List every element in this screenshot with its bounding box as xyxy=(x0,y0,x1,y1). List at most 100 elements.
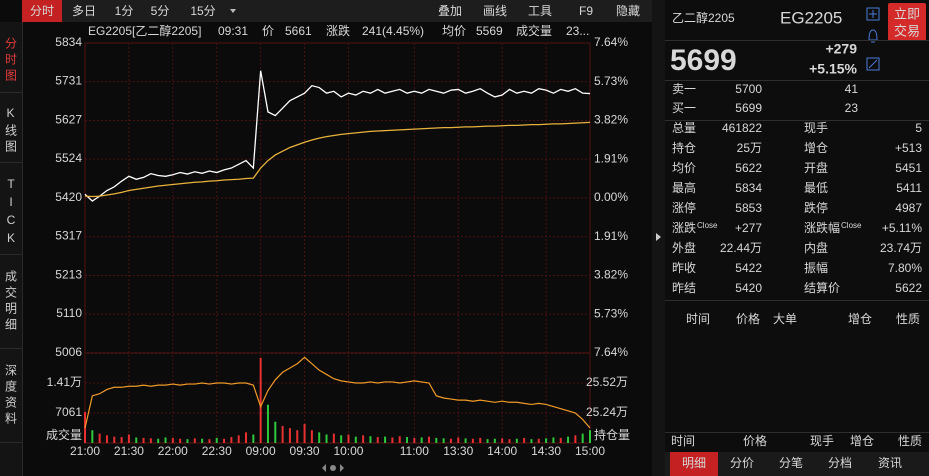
volume-bar xyxy=(237,435,240,443)
y-tick-label: 5627 xyxy=(55,113,82,127)
toolbar-tab[interactable]: 分时 xyxy=(30,4,54,18)
collapse-arrow[interactable] xyxy=(656,233,661,241)
y2-tick-label: 0.00% xyxy=(594,190,628,204)
toolbar-tool[interactable]: 画线 xyxy=(483,4,507,18)
toolbar-tab[interactable]: 多日 xyxy=(72,4,96,18)
volume-bar xyxy=(427,436,430,443)
toolbar-tool[interactable]: 隐藏 xyxy=(616,4,640,18)
volume-bar xyxy=(303,423,306,443)
volume-bar xyxy=(113,436,116,443)
stat-label: 均价 xyxy=(672,161,696,175)
volume-bar xyxy=(223,438,226,443)
side-tab[interactable]: TICK xyxy=(0,172,22,255)
volume-bar xyxy=(406,437,409,443)
volume-bar xyxy=(127,434,130,443)
stat-value: 5422 xyxy=(735,261,762,275)
list-header: 增仓 xyxy=(848,312,872,326)
x-tick-label: 21:00 xyxy=(70,444,100,458)
toolbar-tab[interactable]: 5分 xyxy=(151,4,170,18)
book-qty: 23 xyxy=(845,101,859,115)
y2-tick-label: 7.64% xyxy=(594,345,628,359)
price-line xyxy=(84,70,591,202)
instrument-name: 乙二醇2205 xyxy=(672,10,735,25)
separators xyxy=(665,40,929,433)
bell-icon[interactable] xyxy=(868,29,878,43)
volume-bar xyxy=(186,439,189,443)
y-tick-label: 5213 xyxy=(55,268,82,282)
bottom-active-tab xyxy=(670,452,718,476)
y2-tick-label: 3.82% xyxy=(594,268,628,282)
chart-header-item: 涨跌 xyxy=(326,23,350,38)
toolbar-tool[interactable]: F9 xyxy=(579,4,593,18)
volume-bar xyxy=(325,434,328,443)
y2-tick-label: 5.73% xyxy=(594,306,628,320)
list-header: 性质 xyxy=(896,312,920,326)
edit-icon[interactable] xyxy=(866,57,880,71)
x-tick-label: 15:00 xyxy=(575,444,605,458)
volume-bar xyxy=(296,430,299,443)
x-tick-label: 11:00 xyxy=(400,444,429,458)
x-tick-label: 22:00 xyxy=(158,444,188,458)
volume-bar xyxy=(105,435,108,443)
chart-header-item: 23... xyxy=(566,24,589,38)
y-tick-label: 5731 xyxy=(55,74,82,88)
stat-value: 5853 xyxy=(735,201,762,215)
stat-label: 涨跌 xyxy=(672,220,696,235)
stat-value: 23.74万 xyxy=(880,241,922,255)
dropdown-icon[interactable] xyxy=(230,9,236,13)
volume-bar xyxy=(135,437,138,443)
chart-header-item: 价 xyxy=(262,24,274,38)
side-tabs: 分时图 K线图 TICK 成交明细 深度资料 xyxy=(0,22,23,476)
stat-label-sup: Close xyxy=(697,221,718,230)
stat-value: 5451 xyxy=(895,161,922,175)
chart-header-item: 09:31 xyxy=(218,24,248,38)
list-header: 大单 xyxy=(773,312,797,326)
y-tick-label: 5834 xyxy=(55,35,82,49)
bottom-tab[interactable]: 分价 xyxy=(730,456,754,470)
bottom-tab[interactable]: 分笔 xyxy=(779,455,803,470)
add-icon-plus xyxy=(869,10,877,18)
volume-bar xyxy=(398,436,401,443)
book-label: 买一 xyxy=(672,101,696,115)
volume-bar xyxy=(567,436,570,443)
toolbar-tool[interactable]: 叠加 xyxy=(438,4,462,18)
volume-bar xyxy=(508,439,511,443)
bottom-tab[interactable]: 明细 xyxy=(682,456,706,470)
volume-bar xyxy=(523,437,526,443)
volume-bar xyxy=(98,433,101,443)
trade-button-label[interactable]: 立即 xyxy=(894,6,920,21)
trade-button-label[interactable]: 交易 xyxy=(894,23,920,38)
volume-bar xyxy=(362,435,365,443)
volume-bar xyxy=(157,438,160,443)
trade-button-bg[interactable] xyxy=(888,3,926,41)
volume-bar xyxy=(310,430,313,443)
chart-header-item: 成交量 xyxy=(516,23,552,38)
toolbar-tool[interactable]: 工具 xyxy=(528,4,552,18)
bottom-tab[interactable]: 资讯 xyxy=(878,456,902,470)
volume-bar xyxy=(559,437,562,443)
x-tick-label: 22:30 xyxy=(202,444,232,458)
toolbar-tab[interactable]: 15分 xyxy=(190,4,215,18)
quote-panel xyxy=(665,0,929,476)
side-tab[interactable]: K线图 xyxy=(0,100,22,163)
stat-label-sup: Close xyxy=(841,221,862,230)
stat-label: 增仓 xyxy=(804,141,828,155)
chart-header-item: 均价 xyxy=(442,24,466,38)
y-tick-label: 5420 xyxy=(55,190,82,204)
volume-bar xyxy=(471,438,474,443)
list-header: 价格 xyxy=(743,433,767,448)
stat-value: 5420 xyxy=(735,281,762,295)
volume-bar xyxy=(581,433,584,443)
stat-label: 昨收 xyxy=(672,261,696,275)
y-tick-label: 5110 xyxy=(56,306,82,320)
side-tab[interactable]: 深度资料 xyxy=(0,350,22,443)
add-icon[interactable] xyxy=(866,7,880,21)
x-tick-label: 13:30 xyxy=(443,444,473,458)
side-tab[interactable]: 分时图 xyxy=(0,30,22,93)
y2-tick-label: 25.24万 xyxy=(586,405,628,419)
bottom-tab[interactable]: 分档 xyxy=(828,456,852,470)
instrument-code: EG2205 xyxy=(780,8,842,27)
toolbar-tab[interactable]: 1分 xyxy=(115,4,134,18)
scroll-thumb[interactable] xyxy=(330,465,336,471)
side-tab[interactable]: 成交明细 xyxy=(0,256,22,349)
